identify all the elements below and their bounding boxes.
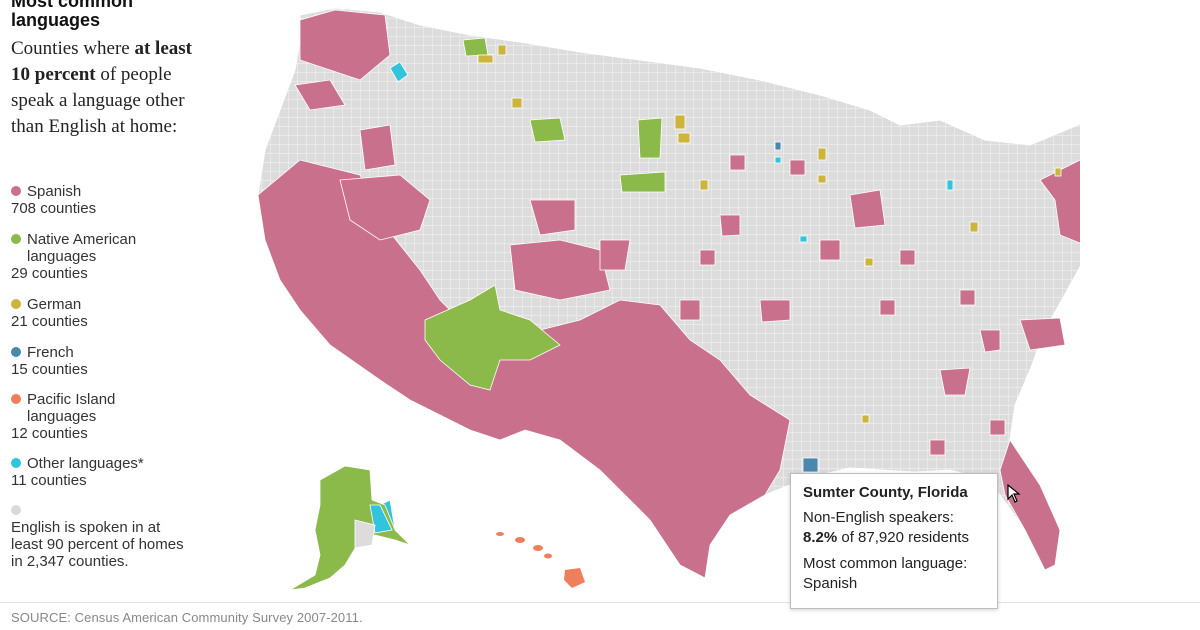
footer-divider: [0, 602, 1200, 603]
legend-dot-other: [11, 458, 21, 468]
legend-item-english: English is spoken in at least 90 percent…: [11, 502, 211, 570]
legend-dot-native-american: [11, 234, 21, 244]
legend-count: 29 counties: [11, 265, 88, 282]
mouse-cursor-icon: [1007, 484, 1021, 503]
intro-bold: at least 10 percent: [11, 38, 192, 85]
legend-item-german: German 21 counties: [11, 296, 211, 330]
legend-count: 12 counties: [11, 425, 88, 442]
legend-count: 708 counties: [11, 200, 97, 217]
legend-label: Other languages*: [27, 455, 144, 472]
tooltip-stat: 8.2% of 87,920 residents: [803, 528, 985, 548]
us-county-map[interactable]: [250, 0, 1080, 600]
map-title: Most common languages: [11, 0, 134, 30]
legend-dot-english: [11, 505, 21, 515]
legend-item-native-american: Native American languages 29 counties: [11, 231, 211, 282]
native-american-regions: [424, 37, 666, 391]
tooltip-language: Spanish: [803, 575, 858, 592]
tooltip-county: Sumter County, Florida: [803, 484, 968, 501]
legend-label: Pacific Island languages: [27, 391, 116, 425]
tooltip-residents: of 87,920 residents: [837, 529, 969, 546]
intro-suffix: of people speak a language other than En…: [11, 64, 185, 137]
tooltip-line3: Most common language:: [803, 555, 968, 572]
tooltip-line1: Non-English speakers:: [803, 509, 954, 526]
legend-count: 11 counties: [11, 472, 87, 489]
source-note: SOURCE: Census American Community Survey…: [11, 610, 363, 625]
legend-item-other: Other languages* 11 counties: [11, 455, 211, 489]
legend-item-french: French 15 counties: [11, 344, 211, 378]
legend-count: 15 counties: [11, 361, 88, 378]
legend-label: French: [27, 344, 74, 361]
intro-text: Counties where at least 10 percent of pe…: [11, 36, 201, 140]
legend-dot-pacific-island: [11, 394, 21, 404]
legend-label: Native American languages: [27, 231, 137, 265]
legend-label: English is spoken in at least 90 percent…: [11, 519, 184, 570]
french-regions: [774, 141, 819, 473]
hawaii: [496, 532, 585, 588]
legend-item-spanish: Spanish 708 counties: [11, 183, 211, 217]
legend-dot-french: [11, 347, 21, 357]
spanish-regions: [257, 9, 1080, 579]
legend-count: 21 counties: [11, 313, 88, 330]
tooltip-pct: 8.2%: [803, 529, 838, 546]
legend-label: Spanish: [27, 183, 82, 200]
german-regions: [477, 44, 1062, 424]
legend-dot-german: [11, 299, 21, 309]
legend-label: German: [27, 296, 82, 313]
alaska: [289, 465, 411, 591]
legend-dot-spanish: [11, 186, 21, 196]
legend-item-pacific-island: Pacific Island languages 12 counties: [11, 391, 211, 442]
intro-prefix: Counties where: [11, 38, 135, 59]
county-tooltip: Sumter County, Florida Non-English speak…: [790, 473, 998, 609]
